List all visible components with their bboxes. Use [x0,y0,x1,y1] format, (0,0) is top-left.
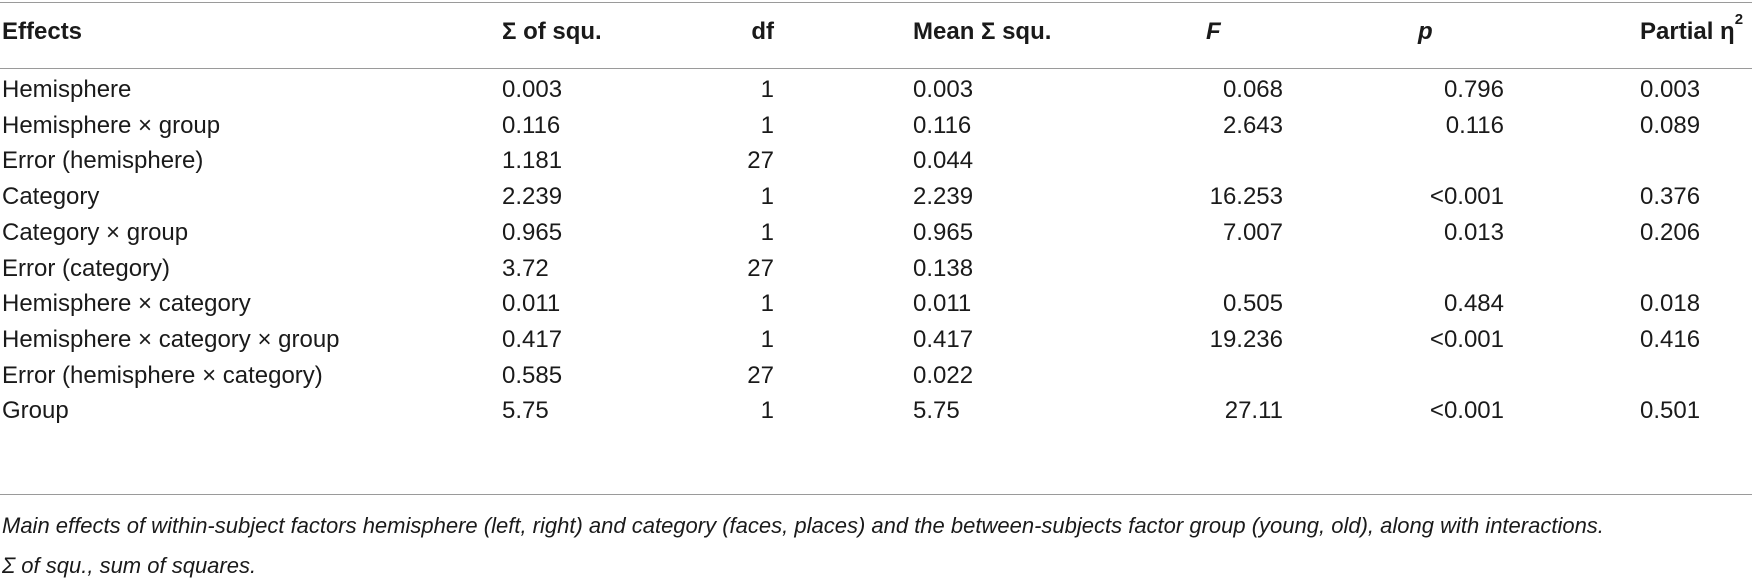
cell-partial-eta: 0.018 [1640,290,1701,318]
table-row: Category × group 0.965 1 0.965 7.007 0.013 0.2… [0,213,1752,253]
cell-sum-squares: 0.003 [502,76,563,103]
cell-effect: Hemisphere × group [2,111,221,139]
cell-partial-eta: 0.206 [1640,218,1701,246]
cell-df: 1 [760,397,774,425]
cell-f: 27.11 [1224,397,1283,425]
cell-effect: Category × group [2,218,189,246]
cell-p: 0.484 [1443,290,1504,318]
cell-sum-squares: 0.116 [502,111,561,139]
cell-mean-squares: 0.116 [913,111,972,139]
table-row: Group 5.75 1 5.75 27.11 <0.001 0.501 [0,391,1752,431]
header-f: F [1206,18,1221,45]
table-header-row: Effects Σ of squ. df Mean Σ squ. F p Par… [0,12,1752,52]
cell-effect: Hemisphere × category [2,290,251,318]
cell-effect: Error (hemisphere × category) [2,361,323,389]
cell-p: 0.013 [1443,218,1504,246]
table-row: Hemisphere 0.003 1 0.003 0.068 0.796 0.003 [0,70,1752,110]
header-partial-eta-label: Partial η [1640,18,1735,45]
cell-mean-squares: 0.417 [913,325,974,353]
cell-df: 1 [760,76,774,103]
header-sum-squares: Σ of squ. [502,18,602,45]
cell-effect: Category [2,183,100,211]
cell-df: 27 [747,254,774,282]
cell-sum-squares: 2.239 [502,183,563,211]
cell-mean-squares: 0.003 [913,76,974,103]
cell-p: 0.116 [1445,111,1504,139]
cell-sum-squares: 0.011 [502,290,561,318]
cell-sum-squares: 0.965 [502,218,563,246]
cell-sum-squares: 3.72 [502,254,549,282]
header-p: p [1418,18,1433,45]
header-partial-eta-superscript: 2 [1734,11,1744,28]
cell-p: <0.001 [1429,325,1504,353]
cell-sum-squares: 0.585 [502,361,563,389]
cell-sum-squares: 0.417 [502,325,563,353]
table-row: Category 2.239 1 2.239 16.253 <0.001 0.376 [0,177,1752,217]
cell-p: <0.001 [1429,397,1504,425]
cell-df: 1 [760,218,774,246]
table-caption: Main effects of within-subject factors h… [2,506,1750,586]
cell-f: 16.253 [1209,183,1283,211]
table-row: Hemisphere × category 0.011 1 0.011 0.505 0.4… [0,284,1752,324]
table-row: Hemisphere × category × group 0.417 1 0.417… [0,320,1752,360]
table-row: Hemisphere × group 0.116 1 0.116 2.643 0.116 0… [0,106,1752,146]
top-rule [0,2,1752,3]
table-row: Error (category) 3.72 27 0.138 [0,249,1752,289]
cell-partial-eta: 0.089 [1640,111,1701,139]
cell-mean-squares: 0.138 [913,254,974,282]
cell-effect: Error (hemisphere) [2,147,204,175]
cell-mean-squares: 0.011 [913,290,972,318]
cell-partial-eta: 0.376 [1640,183,1701,211]
cell-partial-eta: 0.416 [1640,325,1701,353]
cell-mean-squares: 0.044 [913,147,974,175]
cell-sum-squares: 5.75 [502,397,549,425]
header-mean-squares: Mean Σ squ. [913,18,1052,45]
table-row: Error (hemisphere × category) 0.585 27 0.02… [0,356,1752,396]
cell-df: 27 [747,147,774,175]
cell-partial-eta: 0.501 [1640,397,1701,425]
caption-line-1: Main effects of within-subject factors h… [2,513,1604,538]
header-effects: Effects [2,18,83,45]
cell-effect: Hemisphere × category × group [2,325,340,353]
cell-f: 7.007 [1222,218,1283,246]
cell-mean-squares: 5.75 [913,397,960,425]
cell-effect: Group [2,397,69,425]
cell-mean-squares: 0.022 [913,361,974,389]
cell-f: 0.068 [1222,76,1283,103]
bottom-rule [0,494,1752,495]
cell-f: 0.505 [1222,290,1283,318]
table-row: Error (hemisphere) 1.181 27 0.044 [0,141,1752,181]
cell-p: 0.796 [1443,76,1504,103]
cell-p: <0.001 [1429,183,1504,211]
cell-mean-squares: 0.965 [913,218,974,246]
cell-df: 1 [760,290,774,318]
cell-f: 19.236 [1209,325,1283,353]
cell-df: 1 [760,325,774,353]
cell-df: 27 [747,361,774,389]
cell-df: 1 [760,111,774,139]
cell-df: 1 [760,183,774,211]
cell-sum-squares: 1.181 [502,147,563,175]
cell-mean-squares: 2.239 [913,183,974,211]
caption-line-2: Σ of squ., sum of squares. [2,553,257,578]
cell-f: 2.643 [1222,111,1283,139]
cell-effect: Error (category) [2,254,171,282]
header-df: df [751,18,774,45]
header-partial-eta: Partial η2 [1640,12,1743,52]
header-rule [0,68,1752,69]
cell-partial-eta: 0.003 [1640,76,1701,103]
cell-effect: Hemisphere [2,76,132,103]
